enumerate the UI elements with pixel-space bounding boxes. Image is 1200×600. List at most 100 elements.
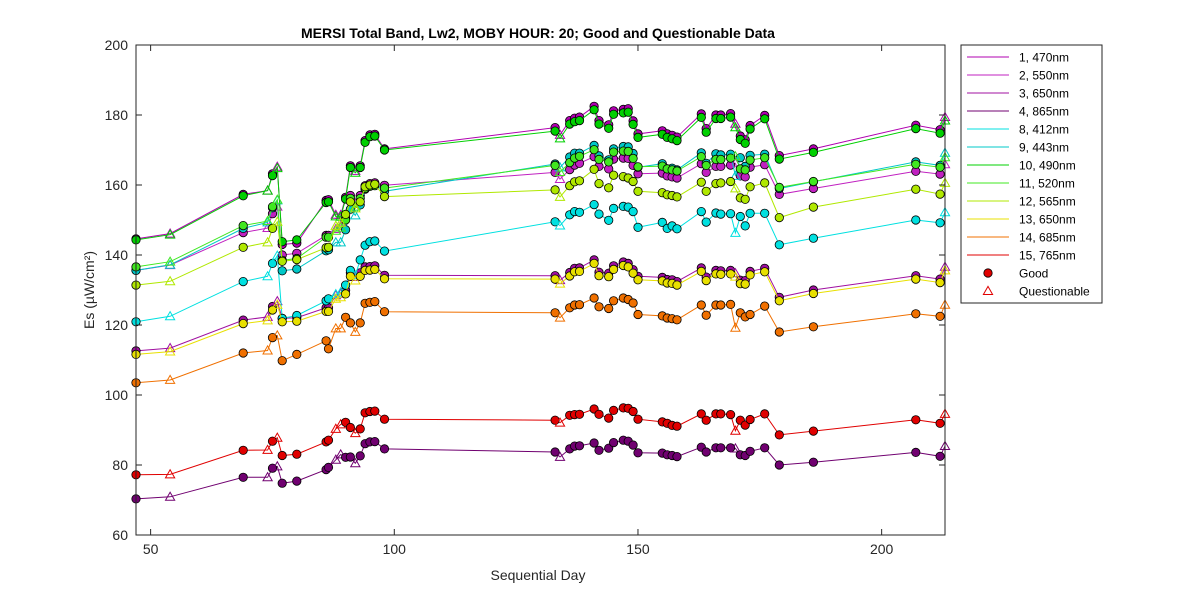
questionable-point [554, 451, 566, 461]
y-tick-label: 120 [105, 317, 129, 333]
questionable-point [554, 166, 566, 176]
questionable-point [729, 150, 741, 161]
good-point [745, 309, 755, 320]
legend-series-label: 15, 765nm [1019, 249, 1076, 263]
legend-series-label: 10, 490nm [1019, 159, 1076, 173]
good-point [238, 276, 248, 287]
questionable-point [335, 236, 347, 247]
questionable-point [349, 167, 361, 177]
good-point [745, 124, 755, 134]
good-point [589, 293, 599, 303]
questionable-point [271, 299, 283, 309]
good-point [608, 405, 619, 415]
x-axis-label: Sequential Day [491, 567, 586, 583]
good-point [745, 182, 755, 192]
questionable-point [164, 229, 176, 239]
good-point [292, 264, 302, 274]
questionable-point [349, 209, 361, 220]
good-point [633, 222, 643, 232]
good-point [594, 209, 604, 219]
good-point [808, 457, 819, 467]
good-point [323, 306, 334, 316]
good-point [716, 178, 726, 188]
good-point [911, 184, 921, 194]
good-point [379, 246, 390, 256]
good-point [716, 409, 726, 419]
good-point [696, 152, 706, 162]
good-point [292, 316, 302, 326]
good-point [633, 414, 643, 424]
good-point [370, 264, 380, 274]
good-point [696, 266, 706, 276]
good-point [774, 240, 784, 250]
good-point [701, 310, 711, 320]
good-point [623, 146, 633, 156]
good-point [355, 318, 365, 328]
good-point [345, 422, 355, 433]
good-point [740, 165, 750, 175]
y-tick-label: 200 [105, 37, 129, 53]
good-point [760, 409, 770, 419]
good-point [589, 438, 599, 448]
good-point [589, 258, 599, 268]
questionable-point [554, 173, 566, 183]
good-point [574, 176, 585, 186]
good-point [574, 409, 585, 419]
good-point [628, 176, 638, 187]
legend-series-label: 11, 520nm [1019, 177, 1075, 191]
good-point [774, 430, 784, 440]
good-point [774, 327, 784, 337]
good-point [808, 322, 819, 332]
good-point [594, 154, 604, 164]
good-point [574, 266, 585, 276]
good-point [716, 154, 726, 164]
good-point [574, 441, 585, 451]
good-point [345, 162, 355, 173]
good-point [370, 236, 380, 246]
questionable-point [262, 314, 274, 325]
questionable-point [262, 444, 274, 454]
good-point [292, 235, 302, 245]
questionable-point [729, 182, 741, 193]
good-point [808, 233, 819, 243]
questionable-point [262, 236, 274, 247]
questionable-point [729, 121, 741, 132]
legend-box [960, 44, 1103, 304]
good-point [808, 202, 819, 212]
good-point [745, 414, 755, 425]
good-point [608, 264, 619, 274]
good-point [701, 127, 711, 137]
questionable-point [262, 471, 274, 482]
y-tick-label: 160 [105, 177, 129, 193]
questionable-point [554, 191, 566, 201]
good-point [608, 109, 619, 119]
good-point [672, 166, 682, 176]
good-point [589, 105, 599, 115]
questionable-point [271, 250, 283, 260]
good-point [672, 451, 682, 462]
good-point [760, 178, 770, 188]
good-point [355, 424, 365, 434]
y-tick-label: 60 [112, 527, 128, 543]
good-point [740, 194, 750, 204]
good-point [355, 162, 365, 173]
questionable-point [335, 322, 347, 333]
good-point [725, 112, 736, 122]
good-point [911, 215, 921, 225]
questionable-point [271, 194, 283, 204]
good-point [604, 303, 614, 314]
good-point [745, 155, 755, 165]
series-7 [131, 105, 951, 247]
good-point [379, 444, 390, 454]
good-point [672, 315, 682, 325]
good-point [911, 159, 921, 169]
good-point [935, 189, 945, 199]
questionable-point [554, 219, 566, 230]
good-point [238, 191, 248, 201]
good-point [238, 472, 248, 482]
questionable-point [729, 170, 741, 180]
questionable-point [335, 222, 347, 232]
good-point [633, 309, 643, 320]
questionable-point [164, 256, 176, 266]
